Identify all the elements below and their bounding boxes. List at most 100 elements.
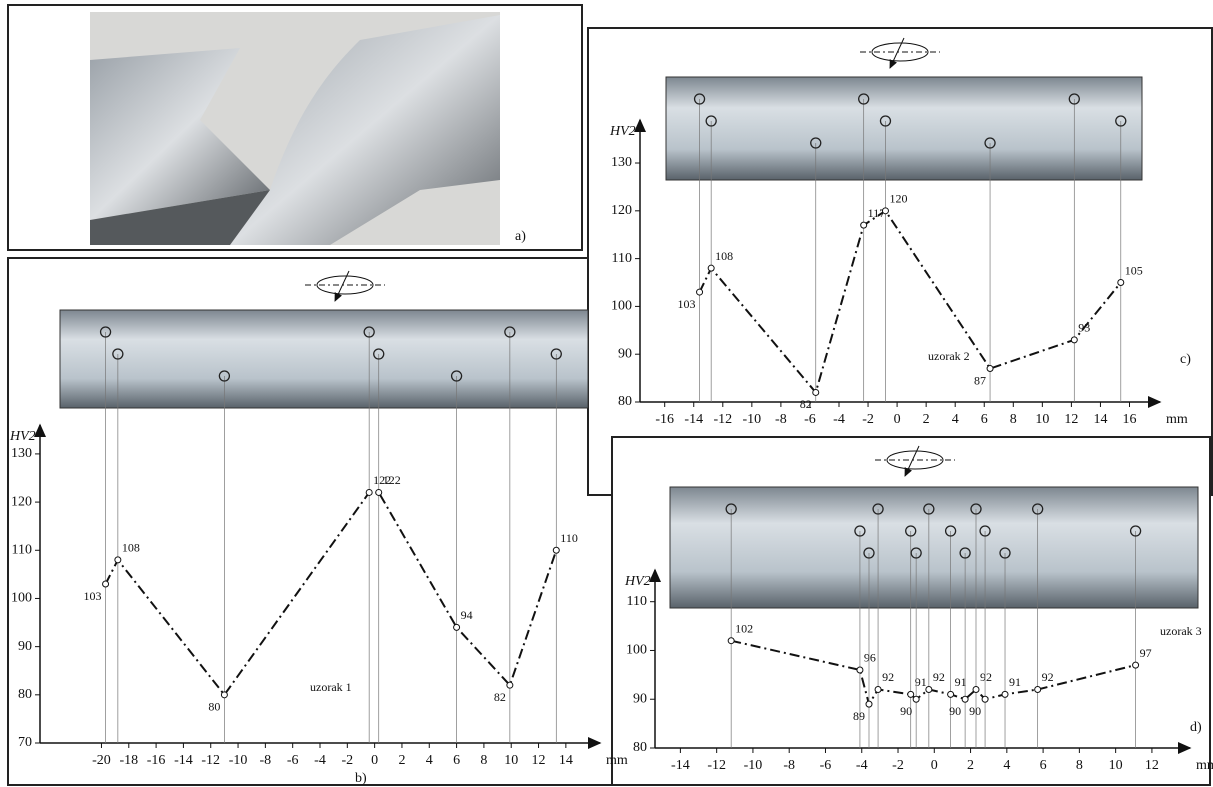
indent [959, 547, 971, 559]
y-tick-label: 110 [627, 594, 647, 609]
y-tick-label: 90 [18, 639, 32, 654]
point [860, 221, 868, 229]
x-tick-label: 12 [1064, 412, 1078, 427]
panel-label: c) [1180, 352, 1191, 367]
x-tick-label: -4 [833, 412, 845, 427]
value-label: 91 [915, 675, 927, 689]
x-tick-label: -14 [684, 412, 703, 427]
indent [112, 348, 124, 360]
x-axis-unit: mm [606, 753, 628, 768]
x-tick-label: 0 [894, 412, 901, 427]
indent [970, 503, 982, 515]
x-tick-label: 8 [480, 753, 487, 768]
indent [872, 503, 884, 515]
x-tick-label: -12 [201, 753, 220, 768]
rotation-arrow [904, 445, 920, 477]
x-tick-label: 6 [981, 412, 988, 427]
y-axis-label: HV2 [9, 429, 36, 444]
indent [944, 525, 957, 537]
value-label: 110 [560, 531, 578, 545]
indent [693, 93, 706, 105]
point [972, 685, 980, 693]
indent [450, 370, 463, 382]
value-label: 102 [735, 621, 753, 635]
point [114, 556, 122, 564]
x-tick-label: -14 [174, 753, 193, 768]
value-label: 89 [853, 709, 865, 723]
x-tick-label: -10 [744, 758, 763, 773]
value-label: 90 [949, 704, 961, 718]
y-tick-label: 80 [18, 687, 32, 702]
rotation-arrow [889, 37, 905, 69]
point [947, 690, 955, 698]
indent [1115, 115, 1127, 127]
x-tick-label: -6 [804, 412, 816, 427]
x-tick-label: 4 [426, 753, 433, 768]
photo [59, 309, 589, 409]
indent [1129, 525, 1142, 537]
point [552, 546, 560, 554]
x-tick-label: 14 [559, 753, 573, 768]
indent [363, 326, 375, 338]
x-tick-label: 6 [1040, 758, 1047, 773]
x-tick-label: -2 [341, 753, 353, 768]
x-tick-label: -16 [655, 412, 674, 427]
value-label: 80 [208, 700, 220, 714]
y-tick-label: 130 [611, 155, 632, 170]
x-tick-label: 4 [952, 412, 959, 427]
point [102, 580, 110, 588]
x-tick-label: 14 [1093, 412, 1107, 427]
point [1001, 690, 1009, 698]
value-label: 92 [882, 670, 894, 684]
x-tick-label: -6 [287, 753, 299, 768]
value-label: 92 [980, 670, 992, 684]
point [874, 685, 882, 693]
annotation: uzorak 1 [310, 680, 352, 694]
y-tick-label: 120 [11, 494, 32, 509]
panel-label: a) [515, 229, 526, 244]
value-label: 122 [373, 473, 391, 487]
x-tick-label: 10 [1109, 758, 1123, 773]
x-tick-label: 6 [453, 753, 460, 768]
x-tick-label: 16 [1122, 412, 1136, 427]
y-axis-label: HV2 [624, 574, 651, 589]
x-tick-label: 8 [1010, 412, 1017, 427]
value-label: 105 [1125, 263, 1143, 277]
x-tick-label: -10 [229, 753, 248, 768]
indent [99, 326, 112, 338]
indent [705, 115, 717, 127]
value-label: 91 [955, 675, 967, 689]
point [727, 637, 735, 645]
y-tick-label: 70 [18, 735, 32, 750]
panel-label: b) [355, 771, 367, 786]
x-tick-label: 8 [1076, 758, 1083, 773]
value-label: 92 [933, 670, 945, 684]
point [696, 288, 704, 296]
annotation: uzorak 3 [1160, 624, 1202, 638]
x-tick-label: -12 [707, 758, 726, 773]
y-tick-label: 110 [12, 542, 32, 557]
value-label: 103 [84, 589, 102, 603]
point [986, 365, 994, 373]
photo-part [230, 15, 500, 245]
x-tick-label: -14 [671, 758, 690, 773]
x-tick-label: -20 [92, 753, 111, 768]
rotation-icon [886, 450, 944, 470]
indent [905, 525, 917, 537]
x-tick-label: 12 [532, 753, 546, 768]
x-axis-unit: mm [1166, 412, 1188, 427]
point [856, 666, 864, 674]
indent [504, 326, 516, 338]
x-tick-label: 12 [1145, 758, 1159, 773]
y-tick-label: 120 [611, 203, 632, 218]
y-tick-label: 90 [618, 346, 632, 361]
value-label: 108 [122, 541, 140, 555]
point [881, 207, 889, 215]
indent [373, 348, 385, 360]
value-label: 93 [1078, 321, 1090, 335]
x-tick-label: -2 [862, 412, 874, 427]
x-tick-label: -4 [314, 753, 326, 768]
indent [725, 503, 737, 515]
point [812, 388, 820, 396]
y-tick-label: 100 [626, 643, 647, 658]
